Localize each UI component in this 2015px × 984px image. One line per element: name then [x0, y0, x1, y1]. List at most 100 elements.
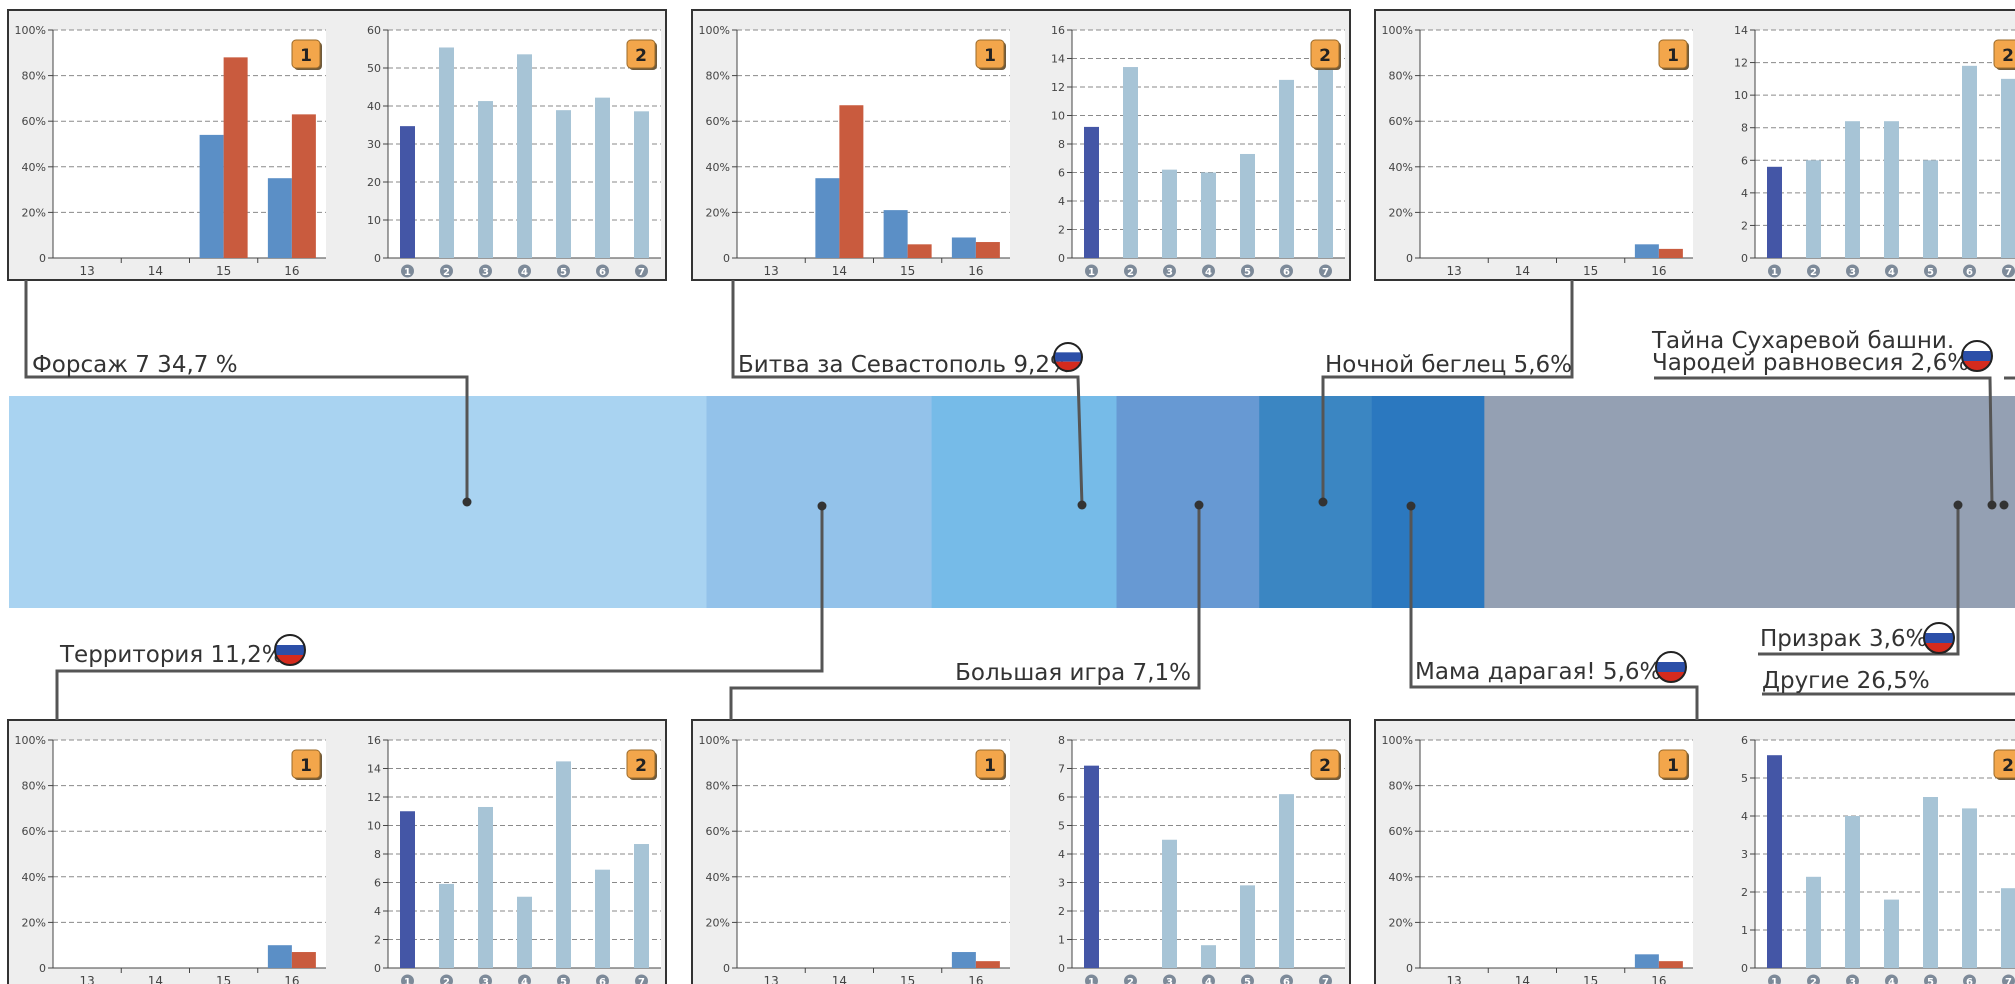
flag-white: [1054, 343, 1082, 353]
category-dot: [1963, 264, 1976, 278]
leader-dot: [462, 497, 472, 507]
badge-label: 1: [1667, 756, 1679, 776]
badge-box: [626, 39, 656, 69]
category-number: 2: [1127, 267, 1134, 278]
leader-dot: [1406, 501, 1416, 511]
plot-area: [737, 30, 1010, 258]
badge-label: 1: [300, 756, 312, 776]
flag-white: [1656, 652, 1686, 662]
leader-line: [1321, 280, 1574, 502]
category-dot: [1280, 974, 1293, 984]
category-dot: [1319, 264, 1332, 278]
bar-other: [1962, 808, 1977, 968]
x-tick-label: 16: [1651, 974, 1666, 984]
y-tick-label: 2: [374, 934, 381, 947]
badge-box: [1310, 749, 1340, 779]
y-tick-label: 2: [1741, 219, 1748, 232]
russian-flag-icon: [1655, 651, 1687, 683]
x-tick-label: 14: [148, 974, 163, 984]
leader-dot: [1194, 500, 1204, 510]
y-tick-label: 10: [367, 820, 381, 833]
leader-dot: [817, 501, 827, 511]
category-dot: [440, 264, 453, 278]
y-tick-label: 40: [367, 100, 381, 113]
y-tick-label: 80%: [706, 780, 730, 793]
bar-other: [1240, 153, 1255, 258]
y-tick-label: 40%: [706, 871, 730, 884]
x-tick-label: 16: [1651, 264, 1666, 278]
badge-box: [975, 749, 1005, 779]
y-tick-label: 0: [1741, 962, 1748, 975]
film-share-label: Мама дарагая! 5,6%: [1415, 659, 1661, 685]
category-number: 6: [1283, 267, 1290, 278]
category-dot: [557, 974, 570, 984]
flag-stripes: [1656, 652, 1686, 682]
plot-area: [737, 740, 1010, 968]
y-tick-label: 40%: [1389, 871, 1413, 884]
category-number: 7: [638, 977, 645, 984]
category-number: 7: [1322, 267, 1329, 278]
category-number: 1: [404, 267, 411, 278]
leader-dot: [1953, 500, 1963, 510]
badge-label: 2: [1319, 46, 1331, 66]
x-tick-label: 13: [79, 974, 94, 984]
bar-other: [1123, 67, 1138, 258]
y-tick-label: 4: [374, 905, 381, 918]
y-tick-label: 80%: [22, 70, 46, 83]
russian-flag-icon: [1923, 622, 1955, 654]
share-segment: [706, 396, 933, 608]
category-dot: [1768, 264, 1781, 278]
y-tick-label: 60%: [706, 825, 730, 838]
share-segment: [1116, 396, 1261, 608]
y-tick-label: 6: [1741, 154, 1748, 167]
bar-other: [2001, 888, 2015, 968]
flag-red: [1924, 643, 1954, 653]
y-tick-label: 100%: [1382, 24, 1413, 37]
bar-current: [1084, 126, 1099, 259]
bar-red: [839, 105, 864, 259]
y-tick-label: 14: [1734, 24, 1748, 37]
badge-box: [1993, 749, 2015, 779]
category-dot: [479, 264, 492, 278]
flag-ring: [274, 634, 306, 666]
leader-line: [1654, 376, 1994, 506]
bar-other: [1279, 794, 1294, 968]
x-tick-label: 16: [284, 264, 299, 278]
badge-label: 2: [635, 756, 647, 776]
category-dot: [1241, 974, 1254, 984]
leaders: Форсаж 7 34,7 % Битва за Севастополь 9,2%…: [24, 280, 2015, 720]
y-tick-label: 14: [367, 763, 381, 776]
flag-red: [1962, 361, 1992, 371]
category-dot: [596, 264, 609, 278]
film-panel-mama: 0 20% 40% 60% 80% 100% 13 14 15 16 1 0 1 2 3 4 5 6 1 2 3 4 5 6 7…: [1374, 719, 2015, 984]
y-tick-label: 40%: [1389, 161, 1413, 174]
bar-other: [1962, 65, 1977, 258]
y-tick-label: 0: [723, 252, 730, 265]
bar-other: [1201, 172, 1216, 258]
y-tick-label: 0: [39, 252, 46, 265]
bar-other: [634, 844, 649, 968]
y-tick-label: 3: [1741, 848, 1748, 861]
category-dot: [401, 974, 414, 984]
y-tick-label: 10: [1734, 89, 1748, 102]
bar-other: [1845, 816, 1860, 968]
leader-line: [731, 280, 1084, 506]
bar-other: [1318, 64, 1333, 258]
bar-blue: [267, 178, 292, 258]
x-tick-label: 15: [1583, 264, 1598, 278]
category-number: 2: [1810, 267, 1817, 278]
y-tick-label: 4: [1741, 810, 1748, 823]
flag-white: [1962, 341, 1992, 351]
bar-other: [1923, 160, 1938, 258]
bar-red: [291, 952, 316, 968]
x-tick-label: 13: [763, 264, 778, 278]
x-tick-label: 13: [79, 264, 94, 278]
bar-current: [400, 126, 415, 258]
y-tick-label: 8: [1741, 122, 1748, 135]
x-tick-label: 13: [1446, 974, 1461, 984]
y-tick-label: 8: [374, 848, 381, 861]
flag-red: [1054, 361, 1082, 371]
category-number: 5: [1927, 977, 1934, 984]
